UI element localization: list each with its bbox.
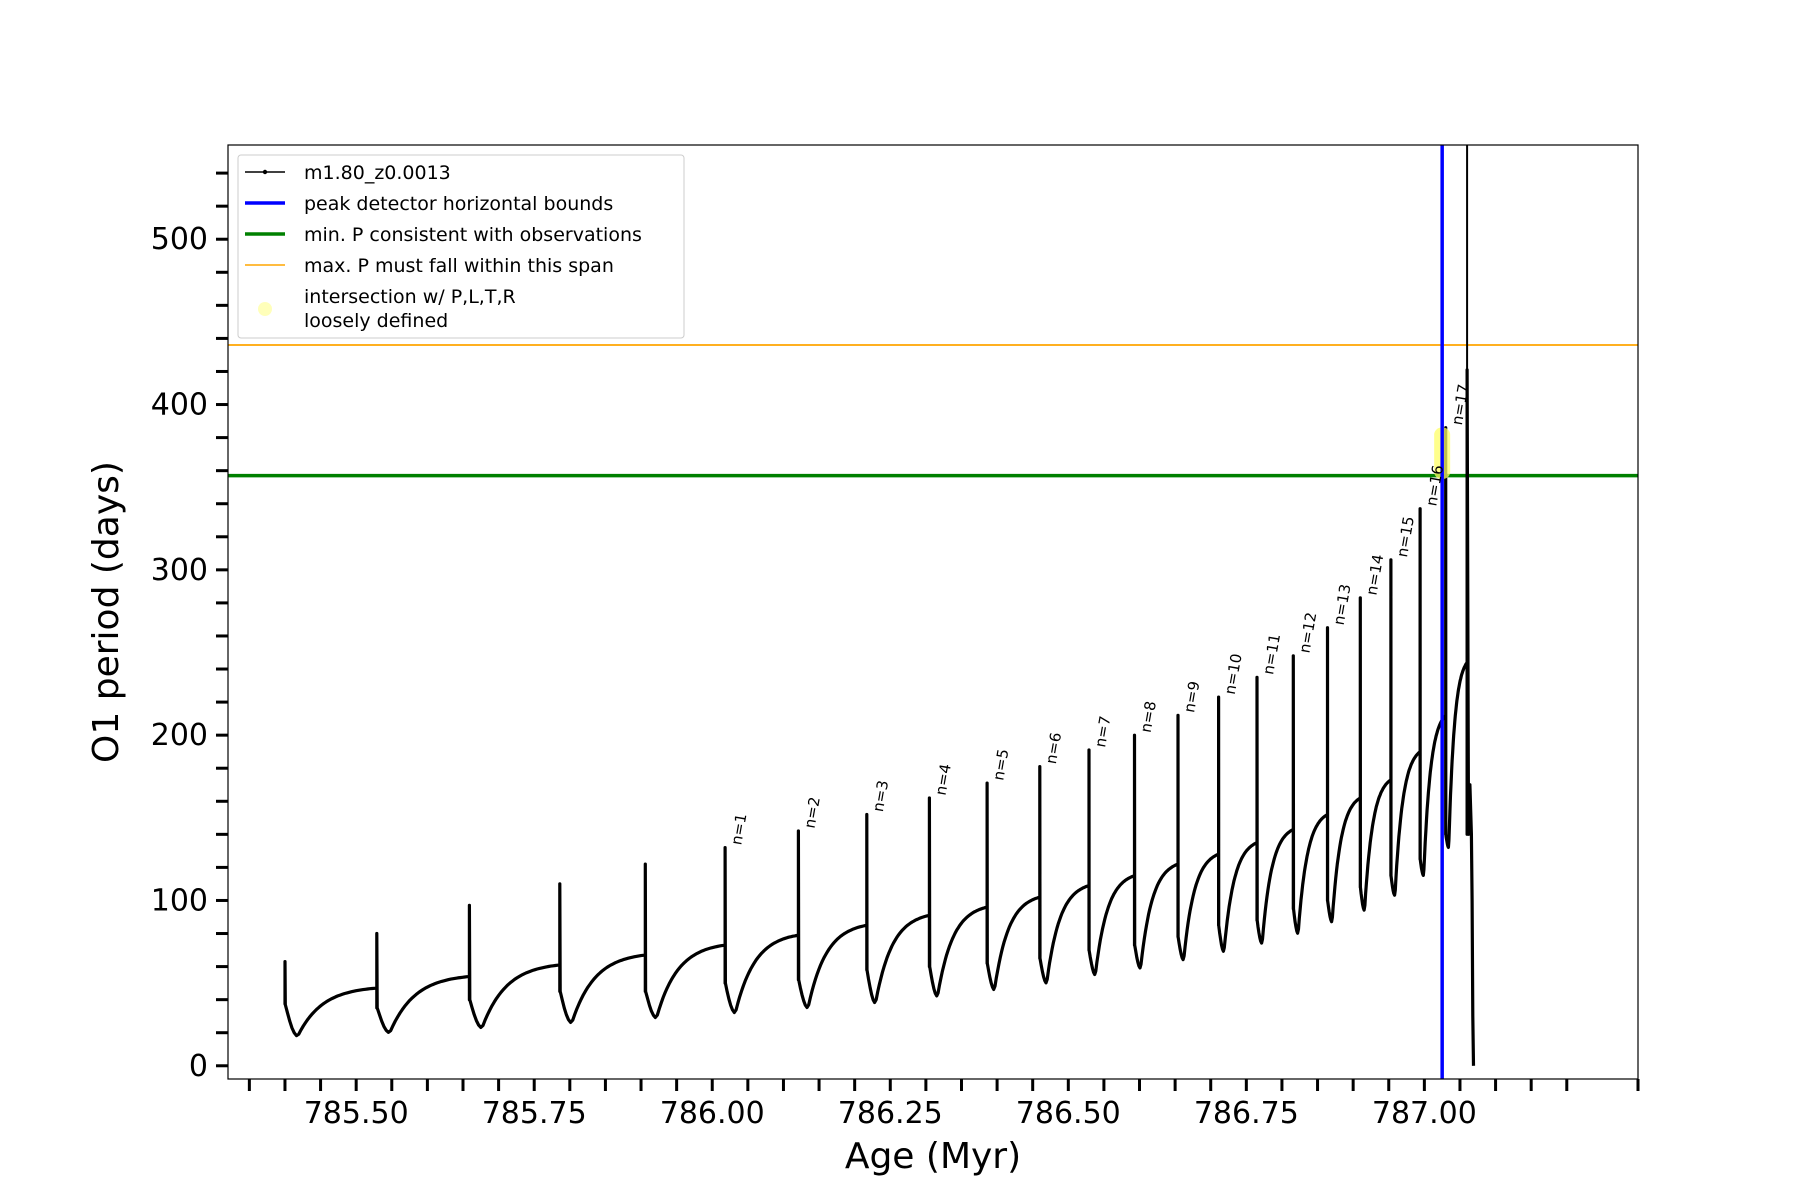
legend-label: min. P consistent with observations — [304, 224, 642, 246]
y-tick-label: 100 — [151, 883, 208, 918]
legend-label: peak detector horizontal bounds — [304, 193, 613, 215]
peak-label-7: n=7 — [1091, 714, 1114, 748]
peak-label-17: n=17 — [1448, 383, 1473, 427]
peak-label-4: n=4 — [932, 762, 955, 796]
legend-swatch — [258, 302, 272, 316]
legend-entry-3: min. P consistent with observations — [245, 224, 642, 246]
legend-swatch-marker — [262, 169, 268, 175]
peak-label-8: n=8 — [1137, 700, 1160, 734]
x-tick-label: 786.25 — [838, 1096, 943, 1131]
legend-box — [237, 154, 685, 339]
legend-entry-2: peak detector horizontal bounds — [245, 193, 613, 215]
plot-frame — [227, 144, 1639, 1080]
peak-label-14: n=14 — [1363, 553, 1388, 597]
legend-entry-1: m1.80_z0.0013 — [245, 162, 451, 184]
data-layer: n=1 n=2 n=3 n=4 n=5 n=6 n=7 n=8 n=9 n=10 n=11 n=12 n… — [228, 145, 1638, 1079]
peak-label-1: n=1 — [727, 812, 750, 846]
legend-entry-5: intersection w/ P,L,T,R loosely defined — [258, 286, 516, 332]
y-tick-label: 300 — [151, 553, 208, 588]
legend-label: intersection w/ P,L,T,R loosely defined — [304, 286, 516, 332]
legend-entry-4: max. P must fall within this span — [245, 255, 614, 277]
x-tick-label: 786.75 — [1194, 1096, 1299, 1131]
peak-label-11: n=11 — [1259, 632, 1284, 676]
peak-label-6: n=6 — [1042, 731, 1065, 765]
x-tick-label: 786.50 — [1016, 1096, 1121, 1131]
legend-label: m1.80_z0.0013 — [304, 162, 451, 184]
y-tick-label: 0 — [189, 1049, 208, 1084]
y-tick-label: 200 — [151, 718, 208, 753]
peak-label-10: n=10 — [1221, 652, 1246, 696]
peak-label-13: n=13 — [1330, 583, 1355, 627]
x-tick-label: 785.75 — [482, 1096, 587, 1131]
peak-label-5: n=5 — [989, 748, 1012, 782]
x-tick-label: 787.00 — [1372, 1096, 1477, 1131]
series-m1.80_z0.0013 — [283, 368, 1476, 1066]
x-tick-label: 786.00 — [660, 1096, 765, 1131]
y-axis-label: O1 period (days) — [86, 461, 127, 763]
peak-label-9: n=9 — [1180, 680, 1203, 714]
ticks-layer: 0 100 200 300 400 500 785.50 785.75 786.00 786.25… — [151, 171, 1640, 1131]
legend-label: max. P must fall within this span — [304, 255, 614, 277]
y-tick-label: 500 — [151, 222, 208, 257]
peak-label-3: n=3 — [869, 779, 892, 813]
peak-label-15: n=15 — [1393, 515, 1418, 559]
x-axis-label: Age (Myr) — [845, 1136, 1021, 1177]
y-tick-label: 400 — [151, 388, 208, 423]
peak-label-12: n=12 — [1296, 611, 1321, 655]
x-tick-label: 785.50 — [304, 1096, 409, 1131]
peak-label-2: n=2 — [801, 795, 824, 829]
